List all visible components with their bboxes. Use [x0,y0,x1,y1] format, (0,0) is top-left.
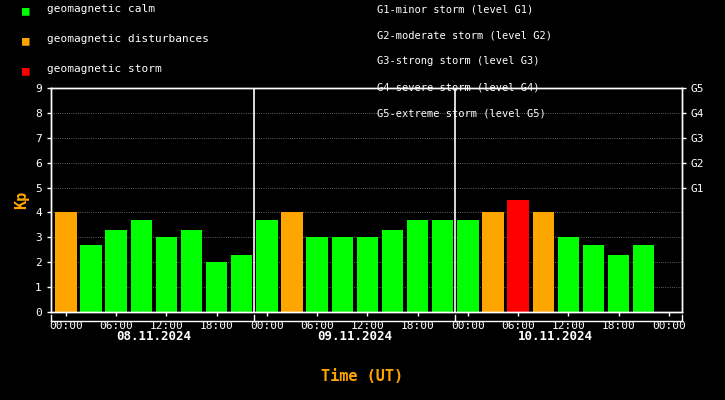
Text: ■: ■ [22,64,29,77]
Bar [130,220,152,312]
Bar [457,220,479,312]
Bar [407,220,428,312]
Text: ■: ■ [22,4,29,17]
Bar [633,245,655,312]
Y-axis label: Kp: Kp [14,191,30,209]
Bar [357,237,378,312]
Bar [558,237,579,312]
Bar [507,200,529,312]
Text: ■: ■ [22,34,29,47]
Bar [156,237,177,312]
Text: G3-strong storm (level G3): G3-strong storm (level G3) [377,56,539,66]
Bar [181,230,202,312]
Text: 08.11.2024: 08.11.2024 [116,330,191,343]
Bar [256,220,278,312]
Text: geomagnetic calm: geomagnetic calm [47,4,155,14]
Text: 10.11.2024: 10.11.2024 [518,330,593,343]
Bar [583,245,604,312]
Bar [533,212,554,312]
Text: G5-extreme storm (level G5): G5-extreme storm (level G5) [377,108,546,118]
Bar [80,245,102,312]
Text: geomagnetic disturbances: geomagnetic disturbances [47,34,209,44]
Text: G2-moderate storm (level G2): G2-moderate storm (level G2) [377,30,552,40]
Bar [307,237,328,312]
Text: 09.11.2024: 09.11.2024 [318,330,392,343]
Bar [55,212,77,312]
Bar [281,212,302,312]
Text: G1-minor storm (level G1): G1-minor storm (level G1) [377,4,534,14]
Bar [482,212,504,312]
Bar [432,220,453,312]
Bar [206,262,227,312]
Text: Time (UT): Time (UT) [321,369,404,384]
Bar [105,230,127,312]
Bar [231,255,252,312]
Text: geomagnetic storm: geomagnetic storm [47,64,162,74]
Bar [608,255,629,312]
Text: G4-severe storm (level G4): G4-severe storm (level G4) [377,82,539,92]
Bar [331,237,353,312]
Bar [382,230,403,312]
